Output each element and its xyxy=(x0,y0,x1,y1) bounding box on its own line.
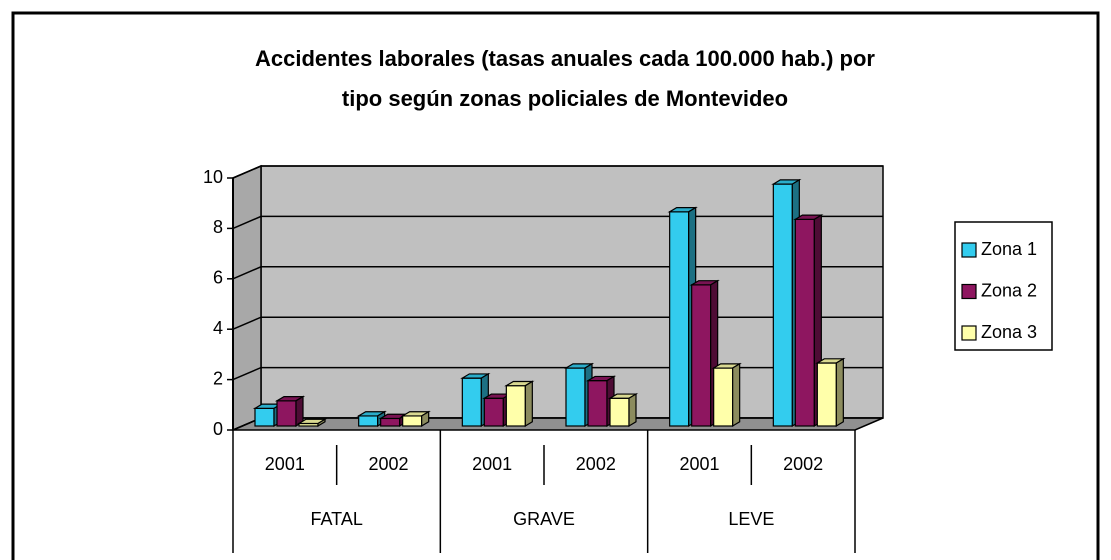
bar xyxy=(276,400,297,427)
y-tick-label: 10 xyxy=(203,167,223,187)
x-tick-label: 2002 xyxy=(576,454,616,474)
frame xyxy=(11,11,1100,560)
group-label: GRAVE xyxy=(513,509,575,529)
group-label: LEVE xyxy=(728,509,774,529)
grid-line xyxy=(232,165,883,179)
bar xyxy=(358,415,379,427)
y-tick-label: 0 xyxy=(213,419,223,439)
legend-label: Zona 3 xyxy=(981,322,1037,342)
y-tick-label: 6 xyxy=(213,268,223,288)
bar-side xyxy=(628,393,637,428)
chart-title: Accidentes laborales (tasas anuales cada… xyxy=(255,46,875,71)
legend-label: Zona 1 xyxy=(981,239,1037,259)
x-tick-label: 2001 xyxy=(265,454,305,474)
bar-side xyxy=(524,380,533,428)
chart-title: tipo según zonas policiales de Montevide… xyxy=(342,86,788,111)
bar xyxy=(565,367,586,427)
bar xyxy=(461,377,482,427)
bar xyxy=(380,417,401,427)
bar xyxy=(772,183,793,427)
y-tick-label: 4 xyxy=(213,318,223,338)
bar xyxy=(691,284,712,427)
bar xyxy=(483,397,504,427)
bar xyxy=(794,218,815,427)
bar xyxy=(713,367,734,427)
bar-side xyxy=(317,418,326,428)
side-wall xyxy=(232,164,262,432)
bar-side xyxy=(835,357,844,428)
y-tick-label: 2 xyxy=(213,368,223,388)
bar-side xyxy=(421,410,430,428)
bar xyxy=(254,407,275,427)
bar xyxy=(587,380,608,427)
legend-swatch xyxy=(961,283,977,300)
legend-swatch xyxy=(961,242,977,258)
bar xyxy=(505,385,526,427)
bar xyxy=(669,211,690,427)
y-tick-label: 8 xyxy=(213,217,223,237)
x-tick-label: 2001 xyxy=(472,454,512,474)
bar xyxy=(609,397,630,427)
x-tick-label: 2002 xyxy=(368,454,408,474)
group-label: FATAL xyxy=(310,509,362,529)
legend-swatch xyxy=(961,325,977,341)
x-tick-label: 2001 xyxy=(679,454,719,474)
bar-side xyxy=(732,362,741,428)
bar xyxy=(816,362,837,427)
legend-label: Zona 2 xyxy=(981,280,1037,300)
bar xyxy=(402,415,423,427)
x-tick-label: 2002 xyxy=(783,454,823,474)
